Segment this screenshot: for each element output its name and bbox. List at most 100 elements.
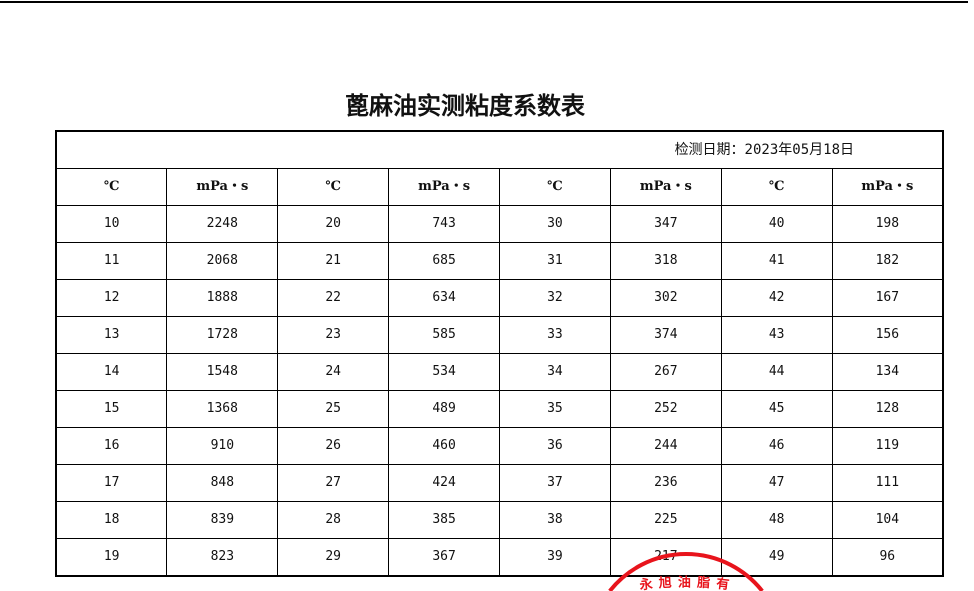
viscosity-table: 检测日期：2023年05月18日 ℃ mPa・s ℃ mPa・s ℃ mPa・s… — [55, 130, 944, 577]
viscosity-cell: 585 — [388, 316, 500, 354]
viscosity-cell: 634 — [388, 279, 500, 317]
viscosity-cell: 685 — [388, 242, 500, 280]
temperature-cell: 37 — [499, 464, 611, 502]
temperature-cell: 33 — [499, 316, 611, 354]
viscosity-cell: 1368 — [166, 390, 279, 428]
page-title: 蓖麻油实测粘度系数表 — [345, 91, 585, 120]
viscosity-cell: 236 — [609, 464, 722, 502]
temperature-cell: 49 — [720, 538, 833, 577]
viscosity-cell: 743 — [388, 205, 500, 243]
temperature-cell: 40 — [720, 205, 833, 243]
test-date: 检测日期：2023年05月18日 — [55, 130, 944, 169]
viscosity-cell: 198 — [831, 205, 944, 243]
viscosity-cell: 156 — [831, 316, 944, 354]
temperature-cell: 26 — [277, 427, 390, 465]
viscosity-cell: 1728 — [166, 316, 279, 354]
temperature-cell: 28 — [277, 501, 390, 539]
temperature-cell: 43 — [720, 316, 833, 354]
viscosity-cell: 119 — [831, 427, 944, 465]
temperature-cell: 34 — [499, 353, 611, 391]
temperature-cell: 38 — [499, 501, 611, 539]
viscosity-cell: 823 — [166, 538, 279, 577]
viscosity-cell: 318 — [609, 242, 722, 280]
table-row: 14 1548 24 534 34 267 44 134 — [55, 353, 944, 391]
header-temp: ℃ — [499, 168, 611, 206]
viscosity-cell: 489 — [388, 390, 500, 428]
temperature-cell: 13 — [55, 316, 168, 354]
temperature-cell: 16 — [55, 427, 168, 465]
header-temp: ℃ — [720, 168, 833, 206]
header-viscosity: mPa・s — [609, 168, 722, 206]
temperature-cell: 47 — [720, 464, 833, 502]
viscosity-cell: 267 — [609, 353, 722, 391]
table-row: 11 2068 21 685 31 318 41 182 — [55, 242, 944, 280]
table-row: 15 1368 25 489 35 252 45 128 — [55, 390, 944, 428]
temperature-cell: 19 — [55, 538, 168, 577]
viscosity-cell: 96 — [831, 538, 944, 577]
table-row: 19 823 29 367 39 217 49 96 — [55, 538, 944, 577]
temperature-cell: 29 — [277, 538, 390, 577]
header-viscosity: mPa・s — [166, 168, 279, 206]
temperature-cell: 22 — [277, 279, 390, 317]
viscosity-cell: 128 — [831, 390, 944, 428]
temperature-cell: 14 — [55, 353, 168, 391]
temperature-cell: 25 — [277, 390, 390, 428]
temperature-cell: 42 — [720, 279, 833, 317]
temperature-cell: 21 — [277, 242, 390, 280]
table-row: 12 1888 22 634 32 302 42 167 — [55, 279, 944, 317]
viscosity-cell: 1548 — [166, 353, 279, 391]
temperature-cell: 11 — [55, 242, 168, 280]
temperature-cell: 35 — [499, 390, 611, 428]
temperature-cell: 44 — [720, 353, 833, 391]
temperature-cell: 17 — [55, 464, 168, 502]
temperature-cell: 24 — [277, 353, 390, 391]
viscosity-cell: 182 — [831, 242, 944, 280]
temperature-cell: 45 — [720, 390, 833, 428]
viscosity-cell: 385 — [388, 501, 500, 539]
temperature-cell: 18 — [55, 501, 168, 539]
page-top-border — [0, 1, 968, 3]
viscosity-cell: 302 — [609, 279, 722, 317]
table-row: 18 839 28 385 38 225 48 104 — [55, 501, 944, 539]
temperature-cell: 27 — [277, 464, 390, 502]
viscosity-cell: 2068 — [166, 242, 279, 280]
temperature-cell: 10 — [55, 205, 168, 243]
date-row: 检测日期：2023年05月18日 — [55, 130, 944, 169]
header-temp: ℃ — [277, 168, 390, 206]
temperature-cell: 48 — [720, 501, 833, 539]
temperature-cell: 15 — [55, 390, 168, 428]
viscosity-cell: 104 — [831, 501, 944, 539]
temperature-cell: 12 — [55, 279, 168, 317]
temperature-cell: 32 — [499, 279, 611, 317]
viscosity-cell: 217 — [609, 538, 722, 577]
table-row: 17 848 27 424 37 236 47 111 — [55, 464, 944, 502]
viscosity-cell: 534 — [388, 353, 500, 391]
viscosity-cell: 111 — [831, 464, 944, 502]
temperature-cell: 41 — [720, 242, 833, 280]
temperature-cell: 31 — [499, 242, 611, 280]
viscosity-cell: 225 — [609, 501, 722, 539]
viscosity-cell: 1888 — [166, 279, 279, 317]
table-row: 16 910 26 460 36 244 46 119 — [55, 427, 944, 465]
temperature-cell: 30 — [499, 205, 611, 243]
viscosity-cell: 167 — [831, 279, 944, 317]
temperature-cell: 46 — [720, 427, 833, 465]
viscosity-cell: 460 — [388, 427, 500, 465]
temperature-cell: 36 — [499, 427, 611, 465]
viscosity-cell: 134 — [831, 353, 944, 391]
table-row: 10 2248 20 743 30 347 40 198 — [55, 205, 944, 243]
viscosity-cell: 848 — [166, 464, 279, 502]
temperature-cell: 23 — [277, 316, 390, 354]
viscosity-cell: 244 — [609, 427, 722, 465]
viscosity-cell: 374 — [609, 316, 722, 354]
viscosity-cell: 2248 — [166, 205, 279, 243]
table-row: 13 1728 23 585 33 374 43 156 — [55, 316, 944, 354]
viscosity-cell: 252 — [609, 390, 722, 428]
viscosity-cell: 910 — [166, 427, 279, 465]
viscosity-cell: 424 — [388, 464, 500, 502]
viscosity-cell: 347 — [609, 205, 722, 243]
header-viscosity: mPa・s — [831, 168, 944, 206]
viscosity-cell: 367 — [388, 538, 500, 577]
temperature-cell: 39 — [499, 538, 611, 577]
header-temp: ℃ — [55, 168, 168, 206]
